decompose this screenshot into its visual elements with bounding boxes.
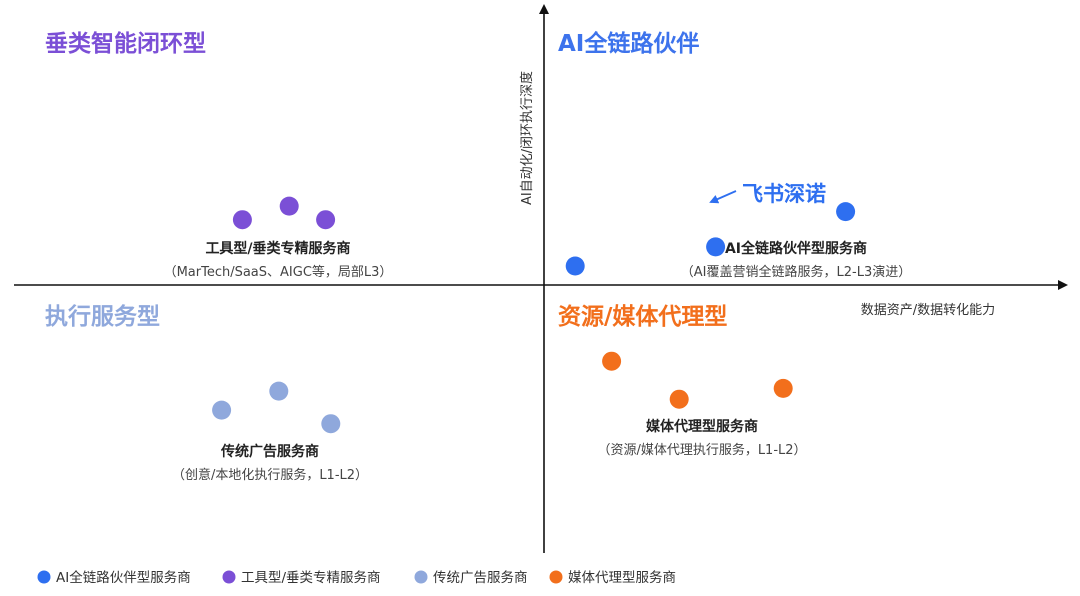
point-tool-1 [232, 210, 252, 230]
cluster-label-traditional: 传统广告服务商 [220, 443, 319, 460]
point-traditional-2 [269, 381, 289, 401]
legend: AI全链路伙伴型服务商 工具型/垂类专精服务商 传统广告服务商 媒体代理型服务商 [37, 569, 676, 586]
legend-swatch-ai-partner [37, 570, 51, 584]
callout-feishu-shennuo: 飞书深诺 [742, 182, 826, 206]
quadrant-title-top-right: AI全链路伙伴 [558, 30, 699, 57]
point-traditional-1 [212, 400, 232, 420]
y-axis-label: AI自动化/闭环执行深度 [519, 71, 535, 205]
point-media-2 [669, 389, 689, 409]
legend-item-ai-partner: AI全链路伙伴型服务商 [56, 569, 191, 586]
cluster-desc-ai-partner: （AI覆盖营销全链路服务，L2-L3演进） [681, 264, 911, 280]
callout-arrow [709, 190, 737, 204]
legend-swatch-tool [222, 570, 236, 584]
point-ai-partner-2 [706, 237, 726, 257]
legend-item-media: 媒体代理型服务商 [568, 570, 676, 586]
legend-item-traditional: 传统广告服务商 [433, 570, 528, 586]
data-points [212, 196, 856, 434]
cluster-desc-media: （资源/媒体代理执行服务，L1-L2） [597, 442, 806, 458]
point-tool-3 [316, 210, 336, 230]
cluster-desc-traditional: （创意/本地化执行服务，L1-L2） [172, 467, 368, 483]
quadrant-title-bottom-right: 资源/媒体代理型 [558, 303, 727, 330]
point-media-3 [773, 378, 793, 398]
point-traditional-3 [321, 414, 341, 434]
cluster-label-tool: 工具型/垂类专精服务商 [205, 240, 350, 257]
cluster-label-ai-partner: AI全链路伙伴型服务商 [725, 240, 867, 257]
point-media-1 [602, 351, 622, 371]
x-axis-label: 数据资产/数据转化能力 [861, 303, 995, 318]
point-ai-partner-1 [565, 256, 585, 276]
cluster-desc-tool: （MarTech/SaaS、AIGC等，局部L3） [164, 264, 393, 280]
point-tool-2 [279, 196, 299, 216]
legend-swatch-media [549, 570, 563, 584]
legend-swatch-traditional [414, 570, 428, 584]
cluster-label-media: 媒体代理型服务商 [645, 418, 758, 435]
legend-item-tool: 工具型/垂类专精服务商 [241, 570, 381, 586]
quadrant-title-top-left: 垂类智能闭环型 [45, 30, 206, 57]
quadrant-title-bottom-left: 执行服务型 [45, 303, 160, 330]
point-ai-partner-3 [836, 202, 856, 222]
